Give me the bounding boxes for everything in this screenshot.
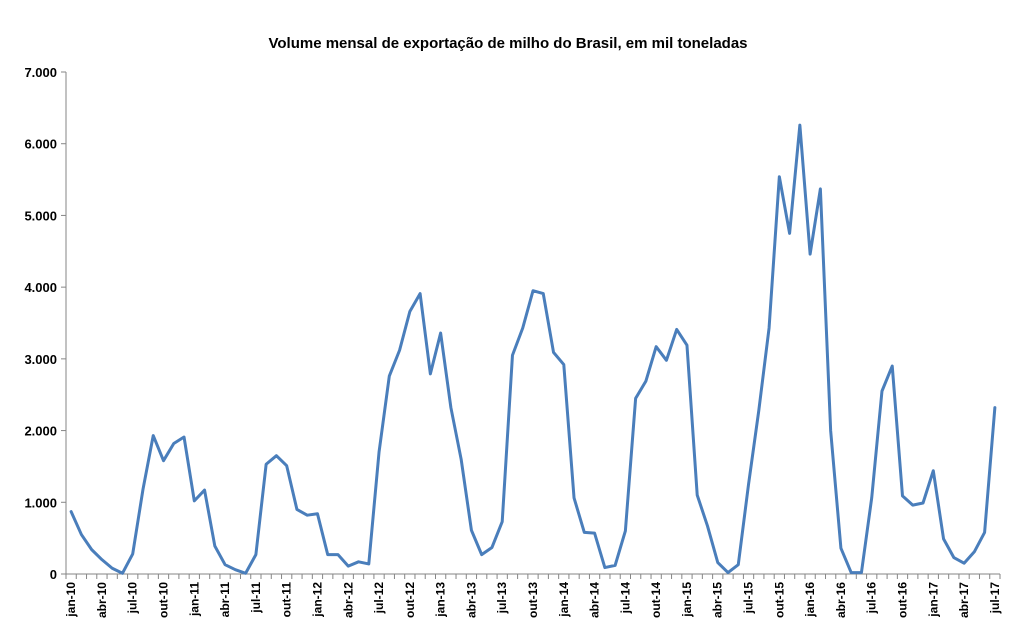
x-tick-label: jul-13 [495, 582, 509, 615]
x-tick-label: jan-15 [680, 582, 694, 618]
x-tick-label: jan-10 [64, 582, 78, 618]
x-tick-label: abr-14 [588, 582, 602, 618]
x-tick-label: jan-14 [557, 582, 571, 618]
series-line [69, 123, 997, 575]
x-tick-label: abr-13 [464, 582, 478, 618]
x-tick-label: out-14 [649, 582, 663, 618]
x-tick-label: jul-12 [372, 582, 386, 615]
x-tick-label: out-15 [772, 582, 786, 618]
x-tick-label: jan-16 [803, 582, 817, 618]
y-tick-label: 5.000 [24, 208, 57, 223]
x-tick-label: abr-16 [834, 582, 848, 618]
x-tick-label: out-12 [403, 582, 417, 618]
y-tick-label: 4.000 [24, 280, 57, 295]
x-tick-label: jan-11 [187, 582, 201, 617]
y-tick-label: 3.000 [24, 352, 57, 367]
x-tick-label: out-11 [280, 582, 294, 618]
x-tick-label: out-10 [157, 582, 171, 618]
y-tick-label: 0 [50, 567, 57, 582]
x-tick-label: abr-12 [341, 582, 355, 618]
x-tick-label: jul-15 [742, 582, 756, 615]
x-tick-label: abr-11 [218, 582, 232, 618]
x-tick-label: jul-16 [865, 582, 879, 615]
x-tick-label: abr-10 [95, 582, 109, 618]
x-tick-label: out-16 [895, 582, 909, 618]
y-axis: 0 1.000 2.000 3.000 4.000 5.000 6.000 7.000 [24, 65, 67, 582]
y-tick-label: 6.000 [24, 137, 57, 152]
series-layer [69, 123, 997, 575]
x-tick-label: jul-10 [126, 582, 140, 615]
x-tick-label: jul-17 [988, 582, 1002, 615]
x-tick-label: jul-14 [618, 582, 632, 615]
x-tick-label: jan-13 [434, 582, 448, 618]
x-tick-label: abr-15 [711, 582, 725, 618]
x-tick-label: jul-11 [249, 582, 263, 614]
x-tick-label: out-13 [526, 582, 540, 618]
x-tick-label: jan-17 [926, 582, 940, 618]
chart-title: Volume mensal de exportação de milho do … [268, 35, 747, 52]
y-tick-label: 1.000 [24, 495, 57, 510]
y-tick-label: 7.000 [24, 65, 57, 80]
y-tick-label: 2.000 [24, 424, 57, 439]
x-tick-label: abr-17 [957, 582, 971, 618]
x-axis: jan-10 abr-10 jul-10 out-10 jan-11 abr-11 jul-… [64, 573, 1002, 618]
x-tick-label: jan-12 [310, 582, 324, 618]
